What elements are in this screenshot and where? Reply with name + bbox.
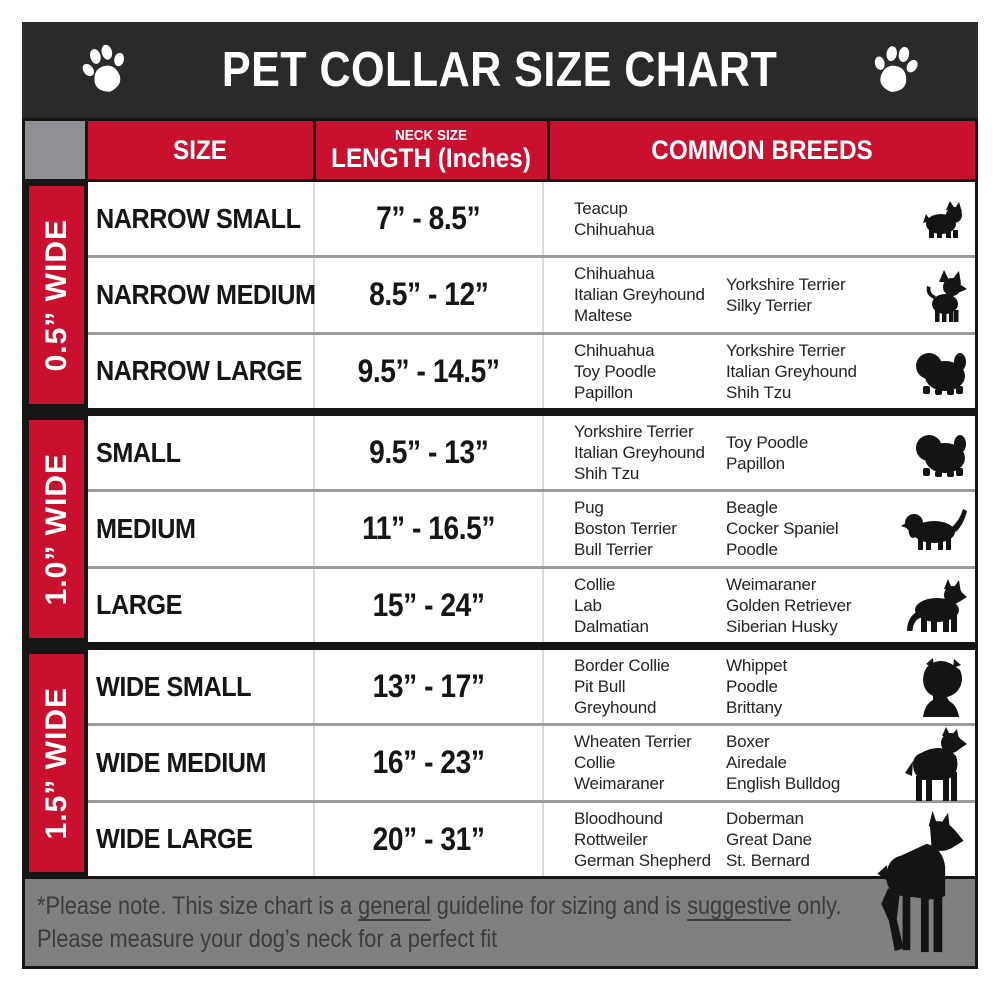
- table-row: WIDE SMALL 13” - 17” Border Collie Pit B…: [88, 650, 975, 724]
- breeds-column-1: Bloodhound Rottweiler German Shepherd: [574, 808, 711, 870]
- column-header-neck: NECK SIZE LENGTH (Inches): [316, 121, 547, 179]
- section-width-bar: 1.0” WIDE: [25, 416, 88, 642]
- table-row: WIDE MEDIUM 16” - 23” Wheaten Terrier Co…: [88, 725, 975, 801]
- neck-size-range: 8.5” - 12”: [368, 276, 489, 313]
- column-header-size: SIZE: [88, 121, 313, 179]
- neck-size-range: 9.5” - 13”: [368, 434, 489, 471]
- breeds-column-1: Chihuahua Toy Poodle Papillon: [574, 340, 657, 402]
- paw-icon: [874, 46, 918, 92]
- column-header-neck-small-label: NECK SIZE: [395, 127, 468, 144]
- neck-size-range: 9.5” - 14.5”: [357, 352, 500, 389]
- section-1-0-wide: 1.0” WIDE SMALL 9.5” - 13” Yorkshire Ter…: [25, 416, 975, 642]
- neck-size-range: 13” - 17”: [372, 668, 485, 705]
- table-row: MEDIUM 11” - 16.5” Pug Boston Terrier Bu…: [88, 492, 975, 566]
- corner-cell: [25, 121, 85, 179]
- breeds-column-2: Weimaraner Golden Retriever Siberian Hus…: [726, 574, 852, 636]
- yorkshire-terrier-icon: [921, 199, 967, 239]
- breeds-column-2: Toy Poodle Papillon: [726, 432, 809, 473]
- table-header-row: SIZE NECK SIZE LENGTH (Inches) COMMON BR…: [25, 121, 975, 179]
- neck-size-range: 7” - 8.5”: [376, 200, 481, 237]
- table-row: LARGE 15” - 24” Collie Lab Dalmatian Wei…: [88, 568, 975, 642]
- column-header-breeds-label: COMMON BREEDS: [651, 134, 874, 165]
- pit-bull-bust-icon: [915, 657, 967, 717]
- neck-size-range: 11” - 16.5”: [362, 510, 495, 547]
- chihuahua-icon: [921, 268, 967, 322]
- size-name: MEDIUM: [96, 512, 196, 544]
- breeds-column-2: Yorkshire Terrier Italian Greyhound Shih…: [726, 340, 857, 402]
- breeds-column-1: Wheaten Terrier Collie Weimaraner: [574, 732, 692, 794]
- breeds-column-2: Whippet Poodle Brittany: [726, 656, 787, 718]
- breeds-column-1: Pug Boston Terrier Bull Terrier: [574, 498, 677, 560]
- footer-note-line-2: Please measure your dog’s neck for a per…: [37, 925, 498, 953]
- title-bar: PET COLLAR SIZE CHART: [22, 22, 978, 118]
- size-name: NARROW SMALL: [96, 202, 301, 234]
- pit-bull-icon: [903, 725, 967, 801]
- table-body: 0.5” WIDE NARROW SMALL 7” - 8.5” Teacup …: [25, 182, 975, 952]
- table-row: NARROW MEDIUM 8.5” - 12” Chihuahua Itali…: [88, 258, 975, 332]
- neck-size-range: 15” - 24”: [372, 586, 485, 623]
- footer-note: *Please note. This size chart is a gener…: [22, 879, 978, 969]
- size-name: LARGE: [96, 589, 182, 621]
- size-table: SIZE NECK SIZE LENGTH (Inches) COMMON BR…: [22, 118, 978, 952]
- size-name: WIDE LARGE: [96, 823, 253, 855]
- section-width-label: 0.5” WIDE: [39, 218, 73, 372]
- column-header-breeds: COMMON BREEDS: [550, 121, 975, 179]
- table-row: SMALL 9.5” - 13” Yorkshire Terrier Itali…: [88, 416, 975, 490]
- breeds-column-1: Chihuahua Italian Greyhound Maltese: [574, 264, 705, 326]
- breeds-column-2: Doberman Great Dane St. Bernard: [726, 808, 812, 870]
- section-width-bar: 0.5” WIDE: [25, 182, 88, 408]
- column-header-size-label: SIZE: [173, 134, 228, 165]
- table-row: WIDE LARGE 20” - 31” Bloodhound Rottweil…: [88, 802, 975, 952]
- size-name: SMALL: [96, 436, 181, 468]
- section-width-bar: 1.5” WIDE: [25, 650, 88, 876]
- column-header-neck-main-label: LENGTH (Inches): [331, 143, 532, 173]
- section-width-label: 1.0” WIDE: [39, 452, 73, 606]
- breeds-column-2: Yorkshire Terrier Silky Terrier: [726, 274, 846, 315]
- neck-size-range: 20” - 31”: [372, 820, 485, 857]
- german-shepherd-icon: [901, 577, 967, 633]
- doberman-icon: [875, 805, 965, 955]
- breeds-column-1: Teacup Chihuahua: [574, 198, 655, 239]
- paw-icon: [82, 44, 125, 92]
- breeds-column-2: Boxer Airedale English Bulldog: [726, 732, 841, 794]
- section-1-5-wide: 1.5” WIDE WIDE SMALL 13” - 17” Border Co…: [25, 650, 975, 952]
- footer-note-line-1: *Please note. This size chart is a gener…: [37, 892, 842, 920]
- section-0-5-wide: 0.5” WIDE NARROW SMALL 7” - 8.5” Teacup …: [25, 182, 975, 408]
- breeds-column-2: Beagle Cocker Spaniel Poodle: [726, 498, 839, 560]
- size-chart-page: PET COLLAR SIZE CHART SIZE NECK SIZE LEN…: [22, 22, 978, 969]
- breeds-column-1: Yorkshire Terrier Italian Greyhound Shih…: [574, 422, 705, 484]
- underlined-word: suggestive: [687, 892, 792, 920]
- breeds-column-1: Collie Lab Dalmatian: [574, 574, 649, 636]
- breeds-column-1: Border Collie Pit Bull Greyhound: [574, 656, 670, 718]
- table-row: NARROW LARGE 9.5” - 14.5” Chihuahua Toy …: [88, 334, 975, 408]
- underlined-word: general: [358, 892, 431, 920]
- table-row: NARROW SMALL 7” - 8.5” Teacup Chihuahua: [88, 182, 975, 256]
- size-name: NARROW MEDIUM: [96, 278, 316, 310]
- size-name: NARROW LARGE: [96, 355, 302, 387]
- neck-size-range: 16” - 23”: [372, 744, 485, 781]
- section-width-label: 1.5” WIDE: [39, 686, 73, 840]
- size-name: WIDE SMALL: [96, 670, 252, 702]
- size-name: WIDE MEDIUM: [96, 746, 267, 778]
- shih-tzu-icon: [913, 429, 967, 477]
- shih-tzu-icon: [913, 347, 967, 396]
- page-title: PET COLLAR SIZE CHART: [222, 43, 778, 97]
- beagle-icon: [901, 507, 967, 551]
